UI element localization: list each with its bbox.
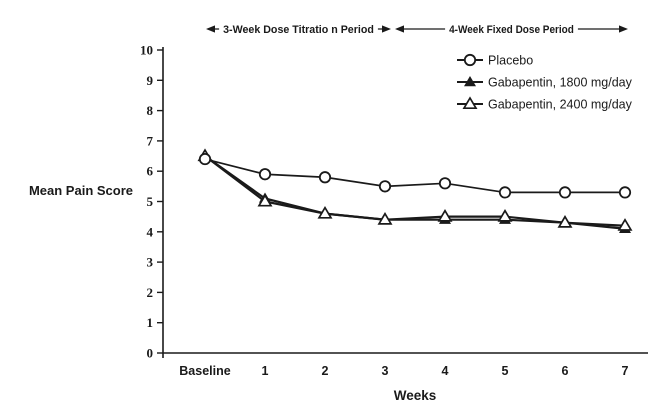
- data-point: [497, 208, 513, 222]
- data-point: [258, 168, 272, 181]
- y-tick-label: 5: [147, 194, 154, 209]
- series-line: [204, 155, 626, 227]
- arrowhead-right-icon: [619, 25, 628, 33]
- marker-circle-open-icon: [438, 177, 452, 190]
- x-tick-label: 1: [262, 364, 269, 378]
- marker-circle-open-icon: [558, 186, 572, 199]
- y-tick-label: 3: [147, 255, 154, 270]
- x-tick-label: 3: [382, 364, 389, 378]
- marker-triangle-filled-icon: [464, 76, 476, 87]
- marker-triangle-open-icon: [557, 215, 573, 228]
- legend-item: Gabapentin, 1800 mg/day: [457, 76, 633, 90]
- data-point: [257, 193, 273, 207]
- period-annotation: 4-Week Fixed Dose Period: [395, 22, 628, 36]
- marker-triangle-open-icon: [617, 218, 633, 231]
- y-tick-label: 8: [147, 103, 154, 118]
- marker-circle-open-icon: [618, 186, 632, 199]
- legend-label: Gabapentin, 1800 mg/day: [488, 76, 633, 90]
- y-tick-label: 4: [147, 224, 154, 239]
- series-placebo: [198, 152, 632, 199]
- x-tick-label: 7: [622, 364, 629, 378]
- marker-triangle-open-icon: [257, 193, 273, 207]
- legend-label: Placebo: [488, 54, 533, 68]
- arrowhead-left-icon: [206, 25, 215, 33]
- y-tick-label: 0: [147, 346, 154, 361]
- y-axis-title: Mean Pain Score: [28, 183, 134, 198]
- annotation-label-bg: [445, 22, 578, 36]
- legend-label: Gabapentin, 2400 mg/day: [488, 98, 633, 112]
- data-point: [498, 186, 512, 199]
- y-tick-label: 2: [147, 285, 154, 300]
- marker-triangle-open-icon: [462, 96, 478, 110]
- x-axis-title: Weeks: [394, 388, 437, 403]
- arrowhead-left-icon: [395, 25, 404, 33]
- marker-circle-open-icon: [258, 168, 272, 181]
- annotation-label: 4-Week Fixed Dose Period: [449, 24, 574, 36]
- marker-circle-open-icon: [318, 171, 332, 184]
- data-point: [198, 152, 212, 166]
- x-tick-label: Baseline: [179, 364, 230, 378]
- y-tick-label: 6: [147, 164, 154, 179]
- data-point: [318, 171, 332, 184]
- data-point: [378, 180, 392, 193]
- data-point: [558, 186, 572, 199]
- marker-circle-open-icon: [198, 152, 212, 166]
- data-point: [557, 215, 573, 228]
- x-tick-label: 4: [442, 364, 449, 378]
- legend: Placebo Gabapentin, 1800 mg/day Gabapentin…: [457, 54, 633, 112]
- data-point: [618, 186, 632, 199]
- data-point: [617, 218, 633, 231]
- y-tick-label: 1: [147, 315, 154, 330]
- y-tick-label: 7: [147, 133, 154, 148]
- data-point: [437, 208, 453, 222]
- y-tick-label: 9: [147, 73, 154, 88]
- marker-circle-open-icon: [378, 180, 392, 193]
- x-tick-label: 5: [502, 364, 509, 378]
- series-line: [204, 158, 625, 194]
- marker-triangle-open-icon: [377, 212, 393, 225]
- marker-circle-open-icon: [463, 53, 477, 67]
- arrowhead-right-icon: [382, 25, 391, 33]
- marker-triangle-open-icon: [317, 205, 333, 219]
- annotation-label: 3-Week Dose Titratio n Period: [223, 24, 374, 36]
- marker-triangle-open-icon: [437, 208, 453, 222]
- marker-triangle-open-icon: [497, 208, 513, 222]
- data-point: [317, 205, 333, 219]
- legend-item: Placebo: [457, 54, 533, 68]
- x-tick-label: 2: [322, 364, 329, 378]
- period-annotation: 3-Week Dose Titratio n Period: [206, 22, 391, 36]
- data-point: [377, 212, 393, 225]
- legend-item: Gabapentin, 2400 mg/day: [457, 96, 633, 112]
- data-point: [438, 177, 452, 190]
- marker-circle-open-icon: [498, 186, 512, 199]
- annotation-label-bg: [219, 22, 378, 36]
- y-tick-label: 10: [140, 43, 153, 58]
- x-tick-label: 6: [562, 364, 569, 378]
